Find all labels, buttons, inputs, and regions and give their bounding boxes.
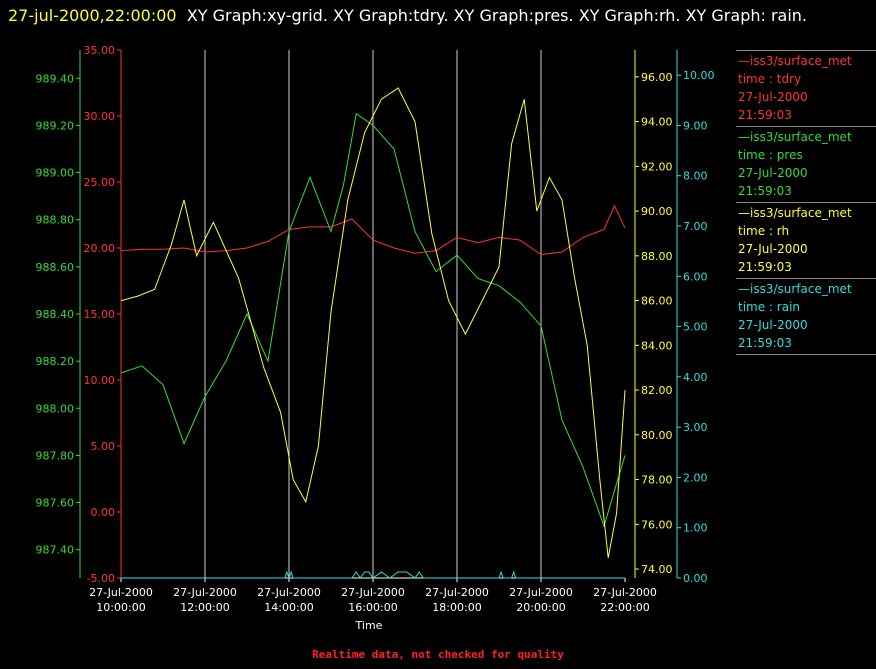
rh-tick-label: 90.00 (641, 205, 673, 218)
timestamp: 27-jul-2000,22:00:00 (8, 6, 177, 25)
legend-source: —iss3/surface_met (738, 54, 852, 68)
rh-tick-label: 92.00 (641, 160, 673, 173)
tdry-tick-label: 0.00 (91, 506, 116, 519)
rain-tick-label: 0.00 (683, 572, 708, 585)
x-tick-label: 22:00:00 (600, 601, 649, 614)
tdry-tick-label: 25.00 (84, 176, 116, 189)
legend-time: 21:59:03 (738, 108, 792, 122)
rain-tick-label: 4.00 (683, 371, 708, 384)
legend-source: —iss3/surface_met (738, 206, 852, 220)
pres-tick-label: 988.40 (36, 308, 75, 321)
rain-tick-label: 3.00 (683, 421, 708, 434)
legend-date: 27-Jul-2000 (738, 166, 808, 180)
rain-tick-label: 8.00 (683, 170, 708, 183)
legend-time: 21:59:03 (738, 336, 792, 350)
legend-time: 21:59:03 (738, 260, 792, 274)
pres-tick-label: 987.60 (36, 497, 75, 510)
x-tick-label: 27-Jul-2000 (341, 586, 405, 599)
graph-list: XY Graph:xy-grid. XY Graph:tdry. XY Grap… (186, 6, 808, 25)
rh-tick-label: 82.00 (641, 384, 673, 397)
rh-tick-label: 76.00 (641, 518, 673, 531)
rain-tick-label: 5.00 (683, 321, 708, 334)
rh-tick-label: 84.00 (641, 339, 673, 352)
x-tick-label: 12:00:00 (180, 601, 229, 614)
series-rain-line (121, 570, 625, 580)
x-tick-label: 27-Jul-2000 (509, 586, 573, 599)
series-pres-line (120, 112, 626, 528)
x-axis-title: Time (355, 619, 383, 632)
x-tick-label: 27-Jul-2000 (257, 586, 321, 599)
series-tdry-line (120, 204, 626, 256)
legend-date: 27-Jul-2000 (738, 90, 808, 104)
series-rh-line (120, 87, 626, 558)
tdry-tick-label: 10.00 (84, 374, 116, 387)
tdry-tick-label: 30.00 (84, 110, 116, 123)
x-tick-label: 27-Jul-2000 (173, 586, 237, 599)
tdry-tick-label: 5.00 (91, 440, 116, 453)
chart-title: 27-jul-2000,22:00:00 XY Graph:xy-grid. X… (8, 2, 868, 29)
legend-label: time : rh (738, 224, 790, 238)
pres-tick-label: 988.80 (36, 214, 75, 227)
rh-tick-label: 80.00 (641, 429, 673, 442)
rain-tick-label: 9.00 (683, 119, 708, 132)
pres-tick-label: 989.00 (36, 167, 75, 180)
rain-tick-label: 2.00 (683, 471, 708, 484)
legend-label: time : tdry (738, 72, 802, 86)
x-tick-label: 27-Jul-2000 (425, 586, 489, 599)
pres-tick-label: 988.00 (36, 402, 75, 415)
pres-tick-label: 989.40 (36, 72, 75, 85)
legend-date: 27-Jul-2000 (738, 318, 808, 332)
legend-label: time : pres (738, 148, 803, 162)
rh-tick-label: 96.00 (641, 71, 673, 84)
pres-tick-label: 988.60 (36, 261, 75, 274)
rain-tick-label: 10.00 (683, 69, 715, 82)
pres-tick-label: 988.20 (36, 355, 75, 368)
tdry-tick-label: 35.00 (84, 44, 116, 57)
rh-tick-label: 78.00 (641, 474, 673, 487)
legend-source: —iss3/surface_met (738, 282, 852, 296)
x-tick-label: 27-Jul-2000 (89, 586, 153, 599)
legend-date: 27-Jul-2000 (738, 242, 808, 256)
pres-tick-label: 987.80 (36, 449, 75, 462)
rain-tick-label: 6.00 (683, 270, 708, 283)
tdry-tick-label: 15.00 (84, 308, 116, 321)
pres-tick-label: 987.40 (36, 544, 75, 557)
quality-note: Realtime data, not checked for quality (312, 648, 564, 661)
pres-tick-label: 989.20 (36, 119, 75, 132)
rh-tick-label: 94.00 (641, 116, 673, 129)
legend: —iss3/surface_met time : tdry 27-Jul-2000 2… (736, 50, 876, 355)
rh-tick-label: 88.00 (641, 250, 673, 263)
legend-source: —iss3/surface_met (738, 130, 852, 144)
x-tick-label: 20:00:00 (516, 601, 565, 614)
x-tick-label: 18:00:00 (432, 601, 481, 614)
tdry-tick-label: -5.00 (87, 572, 115, 585)
tdry-tick-label: 20.00 (84, 242, 116, 255)
legend-label: time : rain (738, 300, 801, 314)
legend-time: 21:59:03 (738, 184, 792, 198)
rh-tick-label: 86.00 (641, 295, 673, 308)
x-tick-label: 14:00:00 (264, 601, 313, 614)
rh-tick-label: 74.00 (641, 563, 673, 576)
x-tick-label: 27-Jul-2000 (593, 586, 657, 599)
x-tick-label: 10:00:00 (96, 601, 145, 614)
rain-tick-label: 7.00 (683, 220, 708, 233)
x-tick-label: 16:00:00 (348, 601, 397, 614)
rain-tick-label: 1.00 (683, 522, 708, 535)
